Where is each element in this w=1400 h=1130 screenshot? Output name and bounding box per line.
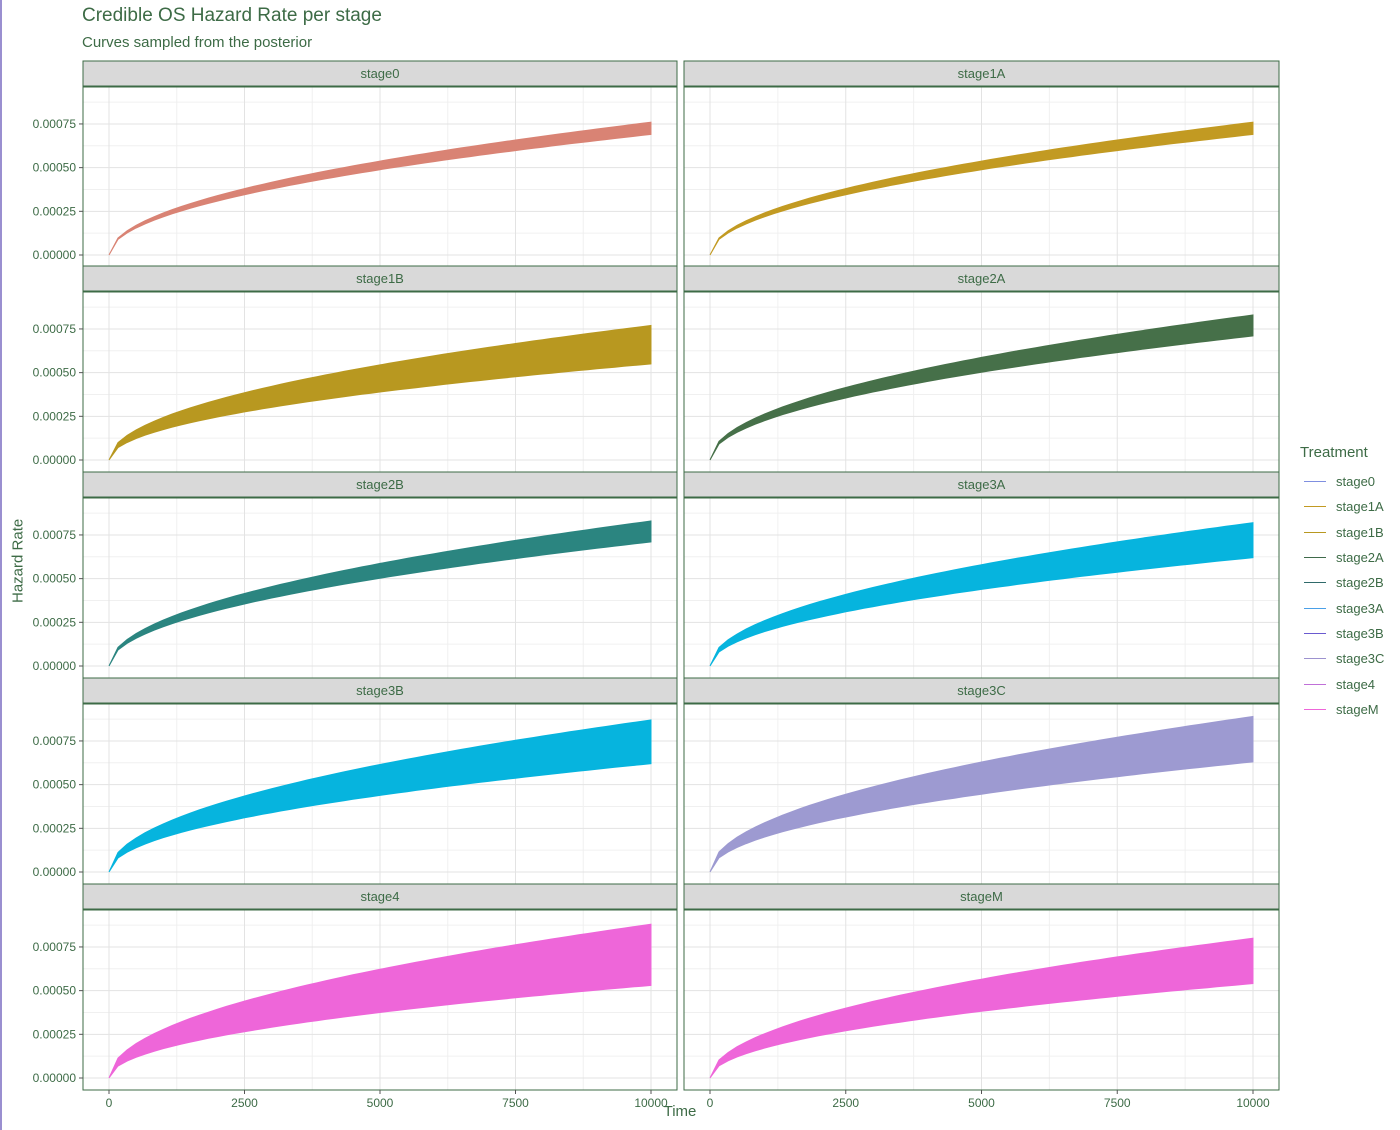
- x-tick-label: 7500: [1104, 1096, 1131, 1110]
- facet-strip-label: stage2B: [356, 477, 404, 492]
- y-tick-label: 0.00050: [33, 366, 77, 380]
- legend-item: stage1B: [1300, 520, 1384, 545]
- y-axis-label: Hazard Rate: [9, 518, 27, 603]
- y-tick-label: 0.00000: [33, 659, 77, 673]
- hazard-ribbon: [709, 522, 1254, 667]
- facet-strip: [683, 265, 1280, 292]
- legend-swatch: [1304, 557, 1326, 559]
- legend-label: stage4: [1336, 676, 1376, 692]
- legend-item: stage2A: [1300, 545, 1384, 570]
- y-tick-label: 0.00075: [33, 322, 77, 336]
- left-edge-line: [0, 0, 2, 1130]
- legend-swatch: [1304, 481, 1326, 483]
- facet-strip: [82, 677, 678, 704]
- legend-label: stage1B: [1336, 524, 1384, 540]
- facet-strip: [683, 883, 1280, 910]
- legend-swatch: [1304, 632, 1326, 634]
- facet-strip-label: stageM: [960, 889, 1003, 904]
- facet-strip-label: stage1B: [356, 271, 404, 286]
- legend-item: stage4: [1300, 671, 1384, 696]
- x-tick-label: 2500: [231, 1096, 258, 1110]
- y-tick-label: 0.00050: [33, 984, 77, 998]
- y-tick-label: 0.00025: [33, 409, 77, 423]
- hazard-ribbon: [108, 719, 652, 873]
- y-tick-label: 0.00000: [33, 453, 77, 467]
- legend-label: stageM: [1336, 701, 1379, 717]
- legend-item: stage2B: [1300, 570, 1384, 595]
- facet-strip: [683, 471, 1280, 498]
- legend-label: stage2B: [1336, 575, 1384, 591]
- legend-item: stage0: [1300, 469, 1384, 494]
- facet-strip-label: stage3B: [356, 683, 404, 698]
- hazard-ribbon: [108, 923, 652, 1079]
- legend-label: stage2A: [1336, 550, 1384, 566]
- facet-strip: [683, 60, 1280, 87]
- legend-swatch: [1304, 506, 1326, 508]
- y-tick-label: 0.00000: [33, 865, 77, 879]
- legend: Treatment stage0 stage1A stage1B stage2A…: [1300, 444, 1384, 722]
- hazard-ribbon: [108, 324, 652, 461]
- chart-title: Credible OS Hazard Rate per stage: [82, 5, 382, 26]
- x-tick-label: 7500: [502, 1096, 529, 1110]
- y-tick-label: 0.00075: [33, 117, 77, 131]
- facet-strip: [82, 471, 678, 498]
- facet-strip-label: stage3C: [957, 683, 1005, 698]
- x-tick-label: 5000: [367, 1096, 394, 1110]
- facet-strip: [82, 265, 678, 292]
- x-tick-label: 10000: [1236, 1096, 1270, 1110]
- legend-swatch: [1304, 708, 1326, 710]
- legend-item: stage3C: [1300, 646, 1384, 671]
- hazard-ribbon: [108, 121, 652, 256]
- hazard-ribbon: [709, 937, 1254, 1079]
- y-tick-label: 0.00050: [33, 161, 77, 175]
- facet-strip: [683, 677, 1280, 704]
- legend-label: stage3B: [1336, 625, 1384, 641]
- facet-strip-label: stage3A: [958, 477, 1006, 492]
- y-tick-label: 0.00050: [33, 572, 77, 586]
- legend-label: stage1A: [1336, 499, 1384, 515]
- y-tick-label: 0.00050: [33, 778, 77, 792]
- legend-swatch: [1304, 658, 1326, 660]
- y-tick-label: 0.00000: [33, 1071, 77, 1085]
- y-tick-label: 0.00025: [33, 1027, 77, 1041]
- facet-strip: [82, 883, 678, 910]
- x-axis-label: Time: [663, 1103, 697, 1120]
- facet-strip: [82, 60, 678, 87]
- x-tick-label: 10000: [634, 1096, 668, 1110]
- hazard-ribbon: [108, 520, 652, 667]
- y-tick-label: 0.00075: [33, 734, 77, 748]
- legend-label: stage3A: [1336, 600, 1384, 616]
- x-tick-label: 0: [106, 1096, 113, 1110]
- legend-swatch: [1304, 582, 1326, 584]
- legend-title: Treatment: [1300, 444, 1368, 461]
- y-tick-label: 0.00075: [33, 940, 77, 954]
- legend-item: stage1A: [1300, 494, 1384, 519]
- legend-item: stageM: [1300, 697, 1384, 722]
- facet-strip-label: stage4: [360, 889, 399, 904]
- x-tick-label: 2500: [832, 1096, 859, 1110]
- facet-strip-label: stage1A: [958, 66, 1006, 81]
- y-tick-label: 0.00025: [33, 204, 77, 218]
- legend-label: stage3C: [1336, 651, 1385, 667]
- hazard-ribbon: [709, 121, 1254, 256]
- legend-swatch: [1304, 531, 1326, 533]
- legend-item: stage3A: [1300, 595, 1384, 620]
- y-tick-label: 0.00025: [33, 821, 77, 835]
- y-tick-label: 0.00075: [33, 528, 77, 542]
- legend-swatch: [1304, 607, 1326, 609]
- facet-strip-label: stage2A: [958, 271, 1006, 286]
- legend-label: stage0: [1336, 474, 1376, 490]
- x-tick-label: 0: [707, 1096, 714, 1110]
- legend-item: stage3B: [1300, 621, 1384, 646]
- y-tick-label: 0.00025: [33, 615, 77, 629]
- hazard-ribbon: [709, 314, 1254, 461]
- chart-subtitle: Curves sampled from the posterior: [82, 34, 313, 51]
- y-tick-label: 0.00000: [33, 248, 77, 262]
- x-tick-label: 5000: [968, 1096, 995, 1110]
- facet-strip-label: stage0: [360, 66, 399, 81]
- hazard-ribbon: [709, 715, 1254, 873]
- legend-swatch: [1304, 683, 1326, 685]
